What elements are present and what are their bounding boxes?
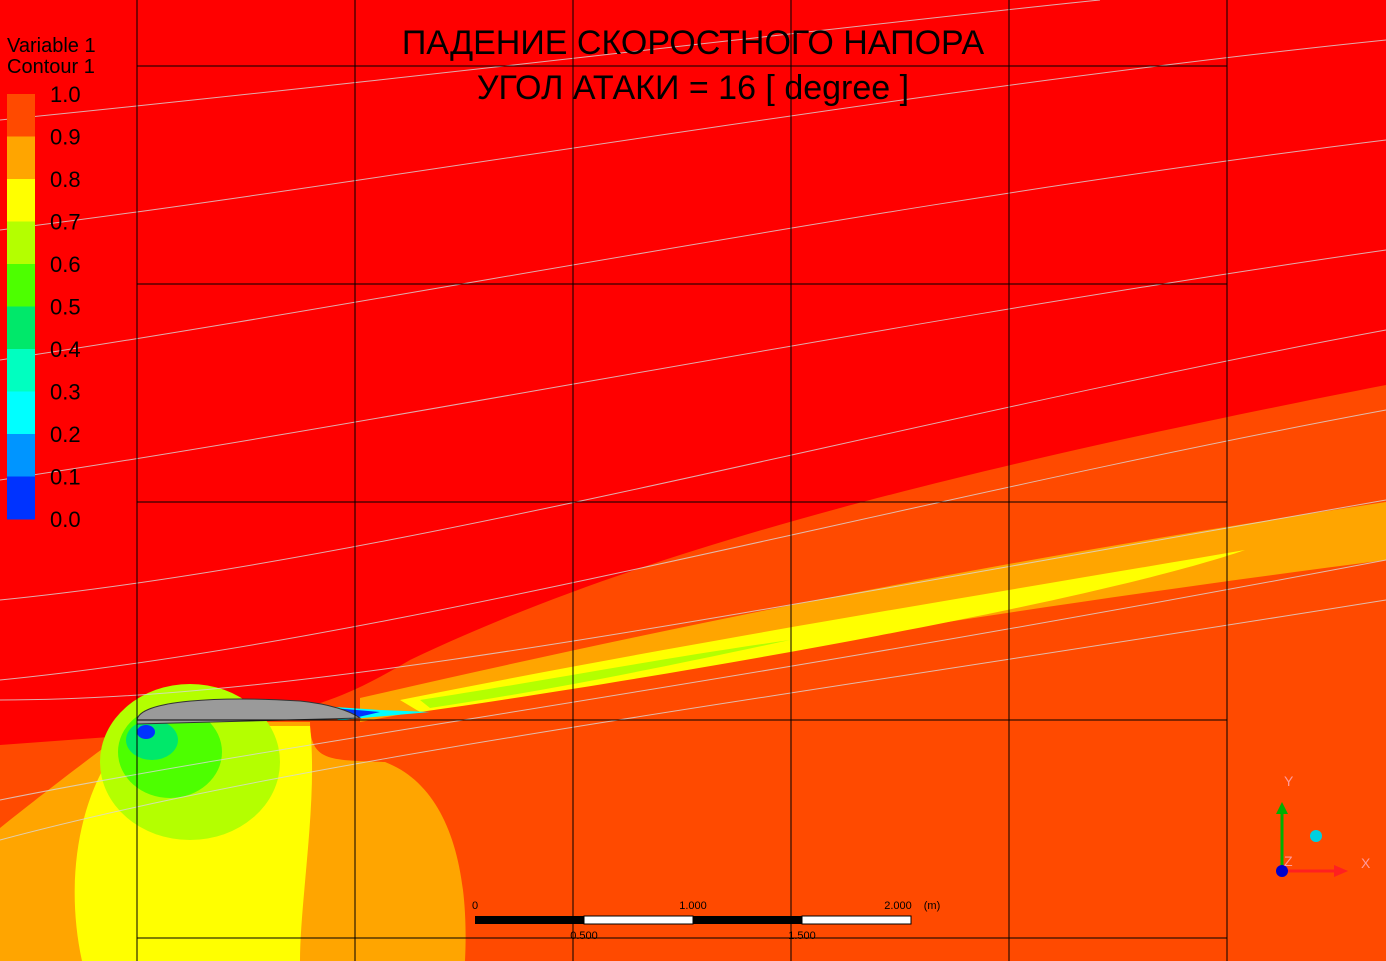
- legend-label: 0.9: [50, 124, 81, 149]
- legend-band: [7, 221, 35, 265]
- legend-band: [7, 391, 35, 435]
- scale-unit: (m): [924, 900, 941, 912]
- title-line: ПАДЕНИЕ СКОРОСТНОГО НАПОРА: [402, 24, 985, 62]
- legend-label: 0.1: [50, 464, 81, 489]
- legend-label: 0.3: [50, 379, 81, 404]
- axis-triad: Y X Z: [1276, 773, 1371, 877]
- streamlines: [0, 0, 1386, 841]
- triad-label: X: [1361, 855, 1371, 871]
- triad-z: [1276, 865, 1288, 877]
- scale-segment: [801, 915, 912, 925]
- legend-label: 1.0: [50, 82, 81, 107]
- legend-band: [7, 179, 35, 222]
- legend-band: [7, 136, 35, 180]
- legend-label: 0.4: [50, 337, 81, 362]
- airfoil: [136, 698, 362, 725]
- legend-contour: Contour 1: [7, 56, 95, 78]
- triad-y-head: [1276, 802, 1288, 814]
- legend-label: 0.7: [50, 209, 81, 234]
- legend-label: 0.6: [50, 252, 81, 277]
- scale-label: 0.500: [570, 930, 598, 942]
- stagnation: [137, 725, 155, 739]
- scale-label: 0: [472, 900, 478, 912]
- legend-band: [7, 476, 35, 520]
- wake-green: [420, 640, 790, 708]
- grid: [136, 0, 1228, 961]
- scale-label: 2.000: [884, 900, 912, 912]
- triad-x-head: [1334, 865, 1348, 877]
- scale-segment: [583, 915, 694, 925]
- scale-segment: [475, 916, 584, 924]
- legend-label: 0.8: [50, 167, 81, 192]
- legend-band: [7, 94, 35, 137]
- legend-band: [7, 349, 35, 392]
- scale-label: 1.500: [788, 930, 816, 942]
- legend-band: [7, 434, 35, 477]
- triad-label: Y: [1284, 773, 1294, 789]
- triad-label: Z: [1284, 853, 1293, 869]
- scale-label: 1.000: [679, 900, 707, 912]
- legend-band: [7, 264, 35, 307]
- legend-band: [7, 306, 35, 350]
- scale-segment: [693, 916, 802, 924]
- field-teal: [126, 720, 178, 760]
- legend-label: 0.0: [50, 507, 81, 532]
- title-line: УГОЛ АТАКИ = 16 [ degree ]: [477, 69, 909, 107]
- triad-ball: [1310, 830, 1322, 842]
- legend-label: 0.5: [50, 294, 81, 319]
- legend-variable: Variable 1: [7, 35, 96, 57]
- legend: 1.0 0.9 0.8 0.7 0.6 0.5 0.4 0.3 0.2 0.1 0.0: [7, 82, 81, 532]
- legend-label: 0.2: [50, 422, 81, 447]
- scale-bar: 0 1.000 2.000 (m) 0.500 1.500: [472, 900, 940, 942]
